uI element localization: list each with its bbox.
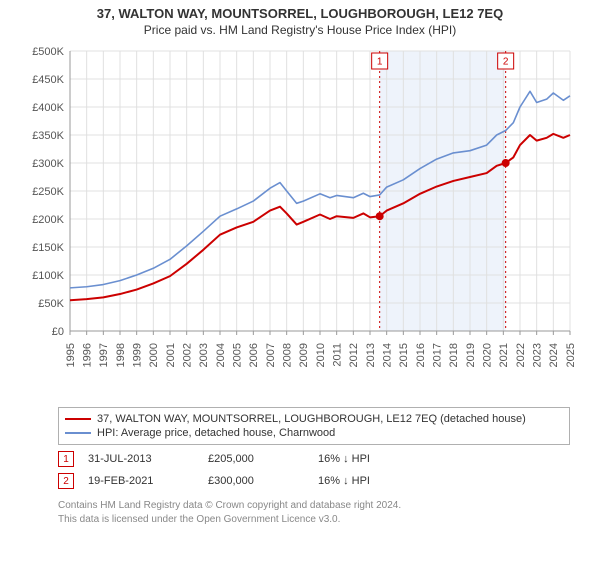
svg-text:1995: 1995 [65,343,77,367]
svg-text:2008: 2008 [282,343,294,367]
svg-text:2018: 2018 [448,343,460,367]
transaction-delta: 16% ↓ HPI [318,453,438,465]
transaction-date: 19-FEB-2021 [88,475,208,487]
svg-text:2007: 2007 [265,343,277,367]
svg-text:2025: 2025 [565,343,577,367]
svg-text:2015: 2015 [398,343,410,367]
svg-text:£300K: £300K [32,158,64,170]
svg-text:£450K: £450K [32,74,64,86]
footer-line-2: This data is licensed under the Open Gov… [58,513,570,527]
line-chart: £0 £50K £100K £150K £200K £250K £300K £350K £400… [20,41,580,401]
svg-text:2010: 2010 [315,343,327,367]
svg-text:£500K: £500K [32,46,64,58]
footer-line-1: Contains HM Land Registry data © Crown c… [58,499,570,513]
svg-text:2022: 2022 [515,343,527,367]
svg-text:2016: 2016 [415,343,427,367]
svg-text:2021: 2021 [498,343,510,367]
legend-item: 37, WALTON WAY, MOUNTSORREL, LOUGHBOROUG… [65,412,563,426]
legend-label: HPI: Average price, detached house, Char… [97,427,335,439]
svg-text:2004: 2004 [215,343,227,367]
svg-text:2014: 2014 [382,343,394,367]
transaction-marker: 1 [58,451,74,467]
transaction-price: £205,000 [208,453,318,465]
transaction-price: £300,000 [208,475,318,487]
chart-area: £0 £50K £100K £150K £200K £250K £300K £350K £400… [20,41,580,401]
legend-item: HPI: Average price, detached house, Char… [65,426,563,440]
footer: Contains HM Land Registry data © Crown c… [58,499,570,526]
legend-swatch [65,418,91,420]
svg-text:2002: 2002 [182,343,194,367]
svg-text:2023: 2023 [532,343,544,367]
legend: 37, WALTON WAY, MOUNTSORREL, LOUGHBOROUG… [58,407,570,445]
svg-text:1998: 1998 [115,343,127,367]
svg-text:2009: 2009 [298,343,310,367]
svg-text:£0: £0 [52,326,64,338]
chart-subtitle: Price paid vs. HM Land Registry's House … [0,23,600,37]
svg-text:£50K: £50K [38,298,64,310]
svg-text:2011: 2011 [332,343,344,367]
transaction-delta: 16% ↓ HPI [318,475,438,487]
svg-text:2017: 2017 [432,343,444,367]
transaction-date: 31-JUL-2013 [88,453,208,465]
transaction-row: 2 19-FEB-2021£300,00016% ↓ HPI [58,473,570,489]
svg-text:£200K: £200K [32,214,64,226]
transaction-marker: 2 [58,473,74,489]
transaction-row: 1 31-JUL-2013£205,00016% ↓ HPI [58,451,570,467]
svg-text:2013: 2013 [365,343,377,367]
svg-text:1997: 1997 [98,343,110,367]
legend-label: 37, WALTON WAY, MOUNTSORREL, LOUGHBOROUG… [97,413,526,425]
svg-text:2024: 2024 [548,343,560,367]
svg-text:£350K: £350K [32,130,64,142]
svg-text:2: 2 [503,57,509,68]
svg-text:2012: 2012 [348,343,360,367]
svg-text:£100K: £100K [32,270,64,282]
svg-text:2019: 2019 [465,343,477,367]
transactions-table: 1 31-JUL-2013£205,00016% ↓ HPI 2 19-FEB-202… [0,451,600,489]
svg-text:2005: 2005 [232,343,244,367]
legend-swatch [65,432,91,434]
svg-text:1999: 1999 [132,343,144,367]
svg-text:£250K: £250K [32,186,64,198]
svg-text:2020: 2020 [482,343,494,367]
svg-text:2000: 2000 [148,343,160,367]
svg-text:£400K: £400K [32,102,64,114]
svg-text:2001: 2001 [165,343,177,367]
svg-text:£150K: £150K [32,242,64,254]
svg-text:2003: 2003 [198,343,210,367]
svg-text:2006: 2006 [248,343,260,367]
svg-text:1: 1 [377,57,383,68]
svg-text:1996: 1996 [82,343,94,367]
chart-title: 37, WALTON WAY, MOUNTSORREL, LOUGHBOROUG… [0,6,600,21]
